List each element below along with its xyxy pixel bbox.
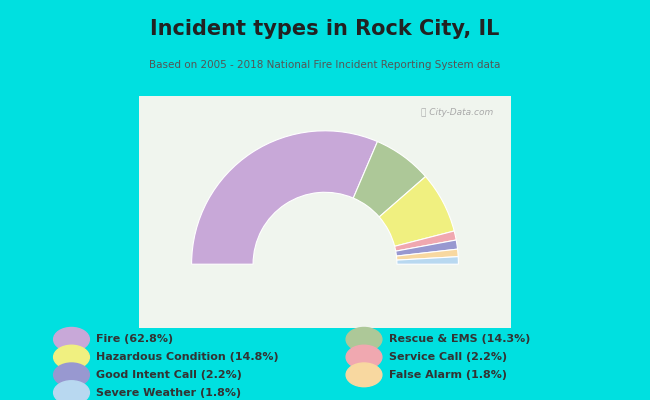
Text: Severe Weather (1.8%): Severe Weather (1.8%) [96, 388, 241, 398]
Text: Based on 2005 - 2018 National Fire Incident Reporting System data: Based on 2005 - 2018 National Fire Incid… [150, 60, 500, 70]
Ellipse shape [346, 345, 382, 369]
Text: Service Call (2.2%): Service Call (2.2%) [389, 352, 507, 362]
Wedge shape [354, 142, 426, 217]
Ellipse shape [53, 363, 90, 387]
Text: Rescue & EMS (14.3%): Rescue & EMS (14.3%) [389, 334, 530, 344]
Wedge shape [396, 249, 458, 260]
Wedge shape [379, 176, 454, 246]
Text: Incident types in Rock City, IL: Incident types in Rock City, IL [150, 19, 500, 39]
Wedge shape [192, 131, 378, 264]
Text: Fire (62.8%): Fire (62.8%) [96, 334, 174, 344]
Text: False Alarm (1.8%): False Alarm (1.8%) [389, 370, 507, 380]
Text: Hazardous Condition (14.8%): Hazardous Condition (14.8%) [96, 352, 279, 362]
Wedge shape [396, 240, 458, 256]
Wedge shape [396, 257, 458, 264]
Text: Good Intent Call (2.2%): Good Intent Call (2.2%) [96, 370, 242, 380]
Ellipse shape [346, 363, 382, 387]
Ellipse shape [346, 328, 382, 351]
Ellipse shape [53, 381, 90, 400]
Ellipse shape [53, 328, 90, 351]
Wedge shape [395, 231, 456, 251]
Ellipse shape [53, 345, 90, 369]
Text: ⓘ City-Data.com: ⓘ City-Data.com [421, 108, 493, 116]
